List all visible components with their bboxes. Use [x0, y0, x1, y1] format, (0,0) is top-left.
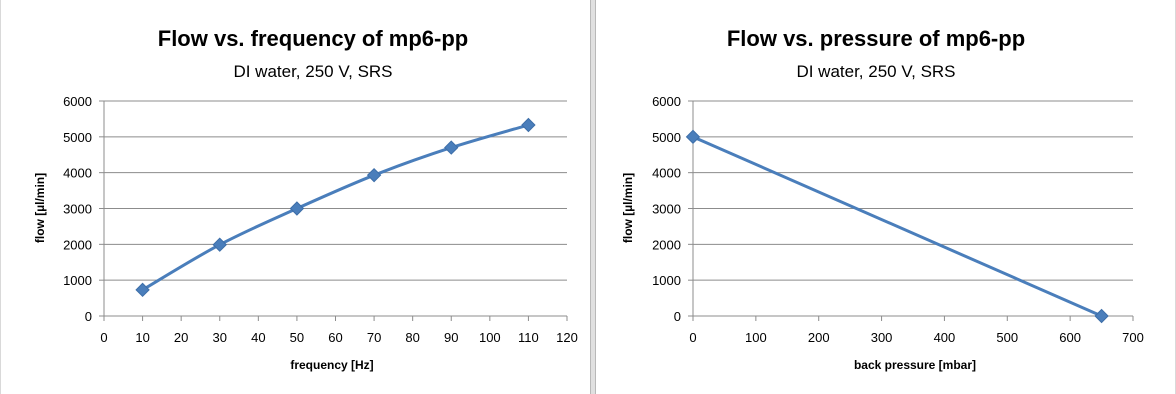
y-tick-label: 0	[85, 309, 92, 324]
x-tick-label: 0	[689, 330, 696, 345]
y-tick-label: 0	[674, 309, 681, 324]
data-point-marker	[135, 282, 150, 298]
y-axis-label: flow [µl/min]	[33, 173, 47, 243]
y-tick-label: 3000	[63, 202, 92, 217]
x-tick-label: 300	[871, 330, 893, 345]
x-tick-label: 60	[328, 330, 342, 345]
x-tick-label: 100	[479, 330, 501, 345]
chart-subtitle: DI water, 250 V, SRS	[796, 62, 955, 81]
y-tick-label: 6000	[63, 94, 92, 109]
series-line	[692, 135, 1103, 318]
x-tick-label: 200	[808, 330, 830, 345]
data-point-marker	[212, 237, 227, 252]
series-line	[141, 123, 529, 292]
x-tick-label: 400	[934, 330, 956, 345]
data-point-marker	[521, 117, 536, 133]
y-tick-label: 5000	[63, 130, 92, 145]
y-tick-label: 3000	[652, 202, 681, 217]
x-tick-label: 10	[135, 330, 149, 345]
data-point-marker	[289, 201, 305, 216]
x-tick-label: 120	[556, 330, 578, 345]
x-tick-label: 500	[996, 330, 1018, 345]
x-tick-label: 40	[251, 330, 265, 345]
y-tick-label: 4000	[63, 166, 92, 181]
y-tick-label: 1000	[63, 273, 92, 288]
x-tick-label: 70	[367, 330, 381, 345]
chart-flow-vs-pressure: Flow vs. pressure of mp6-pp DI water, 25…	[621, 26, 1144, 372]
y-tick-label: 1000	[652, 273, 681, 288]
x-tick-label: 20	[174, 330, 188, 345]
panel-divider	[590, 0, 596, 394]
data-point-marker	[444, 140, 459, 155]
chart-flow-vs-frequency: Flow vs. frequency of mp6-pp DI water, 2…	[33, 26, 578, 372]
x-tick-label: 80	[405, 330, 419, 345]
data-point-marker	[685, 129, 701, 145]
y-tick-label: 5000	[652, 130, 681, 145]
data-point-marker	[1094, 308, 1109, 324]
y-tick-label: 2000	[63, 237, 92, 252]
y-tick-label: 2000	[652, 237, 681, 252]
y-axis-label: flow [µl/min]	[621, 173, 635, 243]
x-tick-label: 50	[290, 330, 304, 345]
y-tick-label: 6000	[652, 94, 681, 109]
x-tick-label: 600	[1059, 330, 1081, 345]
x-tick-label: 100	[745, 330, 767, 345]
x-tick-label: 110	[518, 330, 539, 345]
x-tick-label: 30	[213, 330, 227, 345]
x-tick-label: 90	[444, 330, 458, 345]
chart-title: Flow vs. pressure of mp6-pp	[727, 26, 1025, 51]
x-tick-label: 700	[1122, 330, 1144, 345]
x-axis-label: frequency [Hz]	[290, 358, 373, 372]
data-point-marker	[366, 167, 382, 183]
chart-title: Flow vs. frequency of mp6-pp	[158, 26, 468, 51]
chart-panel-pressure: Flow vs. pressure of mp6-pp DI water, 25…	[596, 0, 1176, 394]
y-tick-label: 4000	[652, 166, 681, 181]
chart-subtitle: DI water, 250 V, SRS	[233, 62, 392, 81]
chart-panel-frequency: Flow vs. frequency of mp6-pp DI water, 2…	[0, 0, 578, 394]
x-tick-label: 0	[100, 330, 107, 345]
x-axis-label: back pressure [mbar]	[854, 358, 976, 372]
